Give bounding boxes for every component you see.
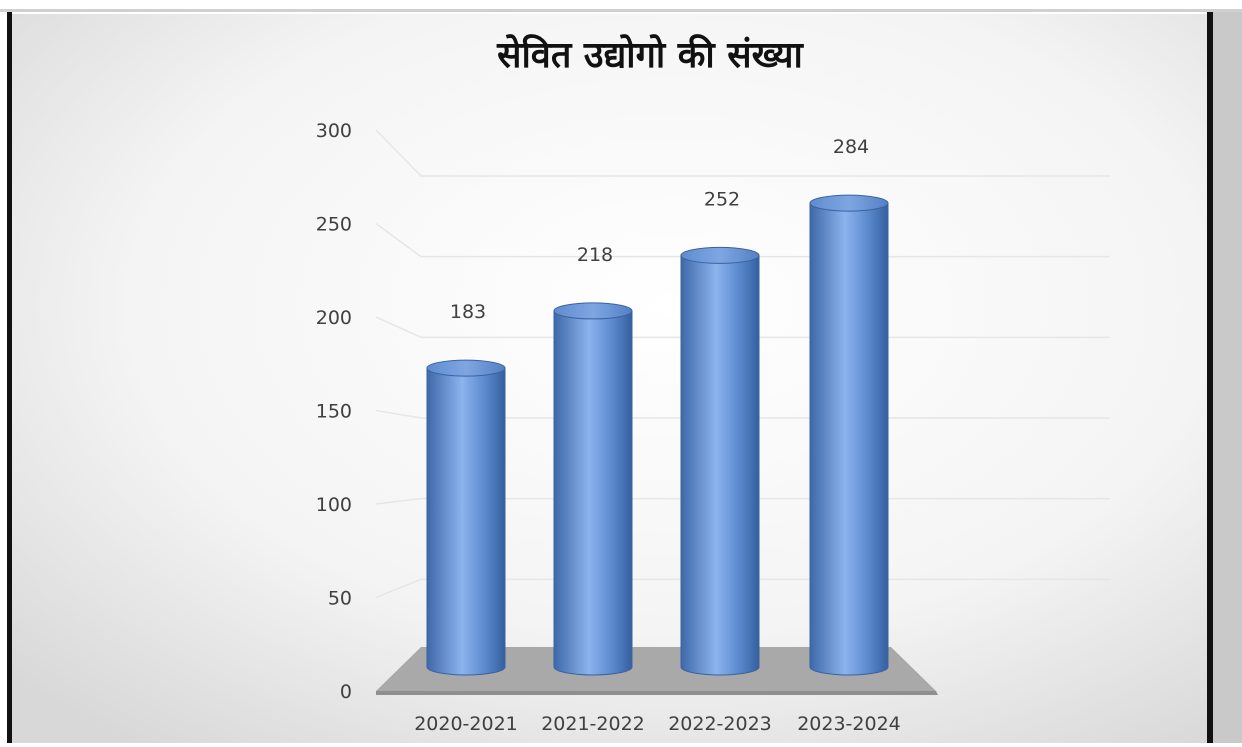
bar-body [426, 367, 506, 676]
frame-left-border [7, 12, 12, 743]
y-axis-ticks: 0 50 100 150 200 250 300 [316, 120, 352, 703]
chart-floor-edge [376, 691, 938, 695]
bar-top [426, 359, 506, 377]
chart-title: सेवित उद्योगो की संख्या [496, 34, 804, 76]
bar-body [809, 202, 889, 676]
gridline-diagonal [375, 222, 422, 258]
floor-group [376, 647, 938, 695]
data-label: 218 [577, 244, 613, 266]
bar-2020-2021 [426, 359, 506, 676]
y-tick-label: 50 [328, 588, 352, 610]
bar-2023-2024 [809, 194, 889, 676]
gridline-diagonal [375, 316, 422, 339]
data-label: 284 [833, 136, 869, 158]
x-axis-ticks: 2020-2021 2021-2022 2022-2023 2023-2024 [414, 713, 901, 735]
gridline-diagonal [375, 578, 422, 599]
data-label: 252 [704, 188, 740, 210]
gridline-diagonal [375, 409, 422, 419]
y-tick-label: 250 [316, 214, 352, 236]
data-labels: 183 218 252 284 [450, 136, 869, 323]
gridlines [375, 129, 1110, 599]
x-tick-label: 2023-2024 [797, 713, 901, 735]
x-tick-label: 2020-2021 [414, 713, 518, 735]
bar-2021-2022 [553, 302, 633, 676]
frame-top-border [0, 9, 1242, 12]
y-tick-label: 150 [316, 401, 352, 423]
data-label: 183 [450, 301, 486, 323]
frame-right-strip [1213, 12, 1242, 743]
y-tick-label: 100 [316, 494, 352, 516]
chart-floor [376, 647, 936, 691]
bars-group [426, 194, 889, 676]
bar-2022-2023 [680, 246, 760, 676]
y-tick-label: 300 [316, 120, 352, 142]
x-tick-label: 2021-2022 [541, 713, 645, 735]
y-tick-label: 0 [340, 681, 352, 703]
x-tick-label: 2022-2023 [668, 713, 772, 735]
bar-body [680, 254, 760, 676]
bar-top [680, 246, 760, 264]
frame-right-border [1207, 12, 1213, 743]
bar-body [553, 310, 633, 676]
gridline-diagonal [375, 497, 422, 505]
bar-top [553, 302, 633, 320]
gridline-diagonal [375, 129, 422, 177]
bar-top [809, 194, 889, 212]
y-tick-label: 200 [316, 307, 352, 329]
